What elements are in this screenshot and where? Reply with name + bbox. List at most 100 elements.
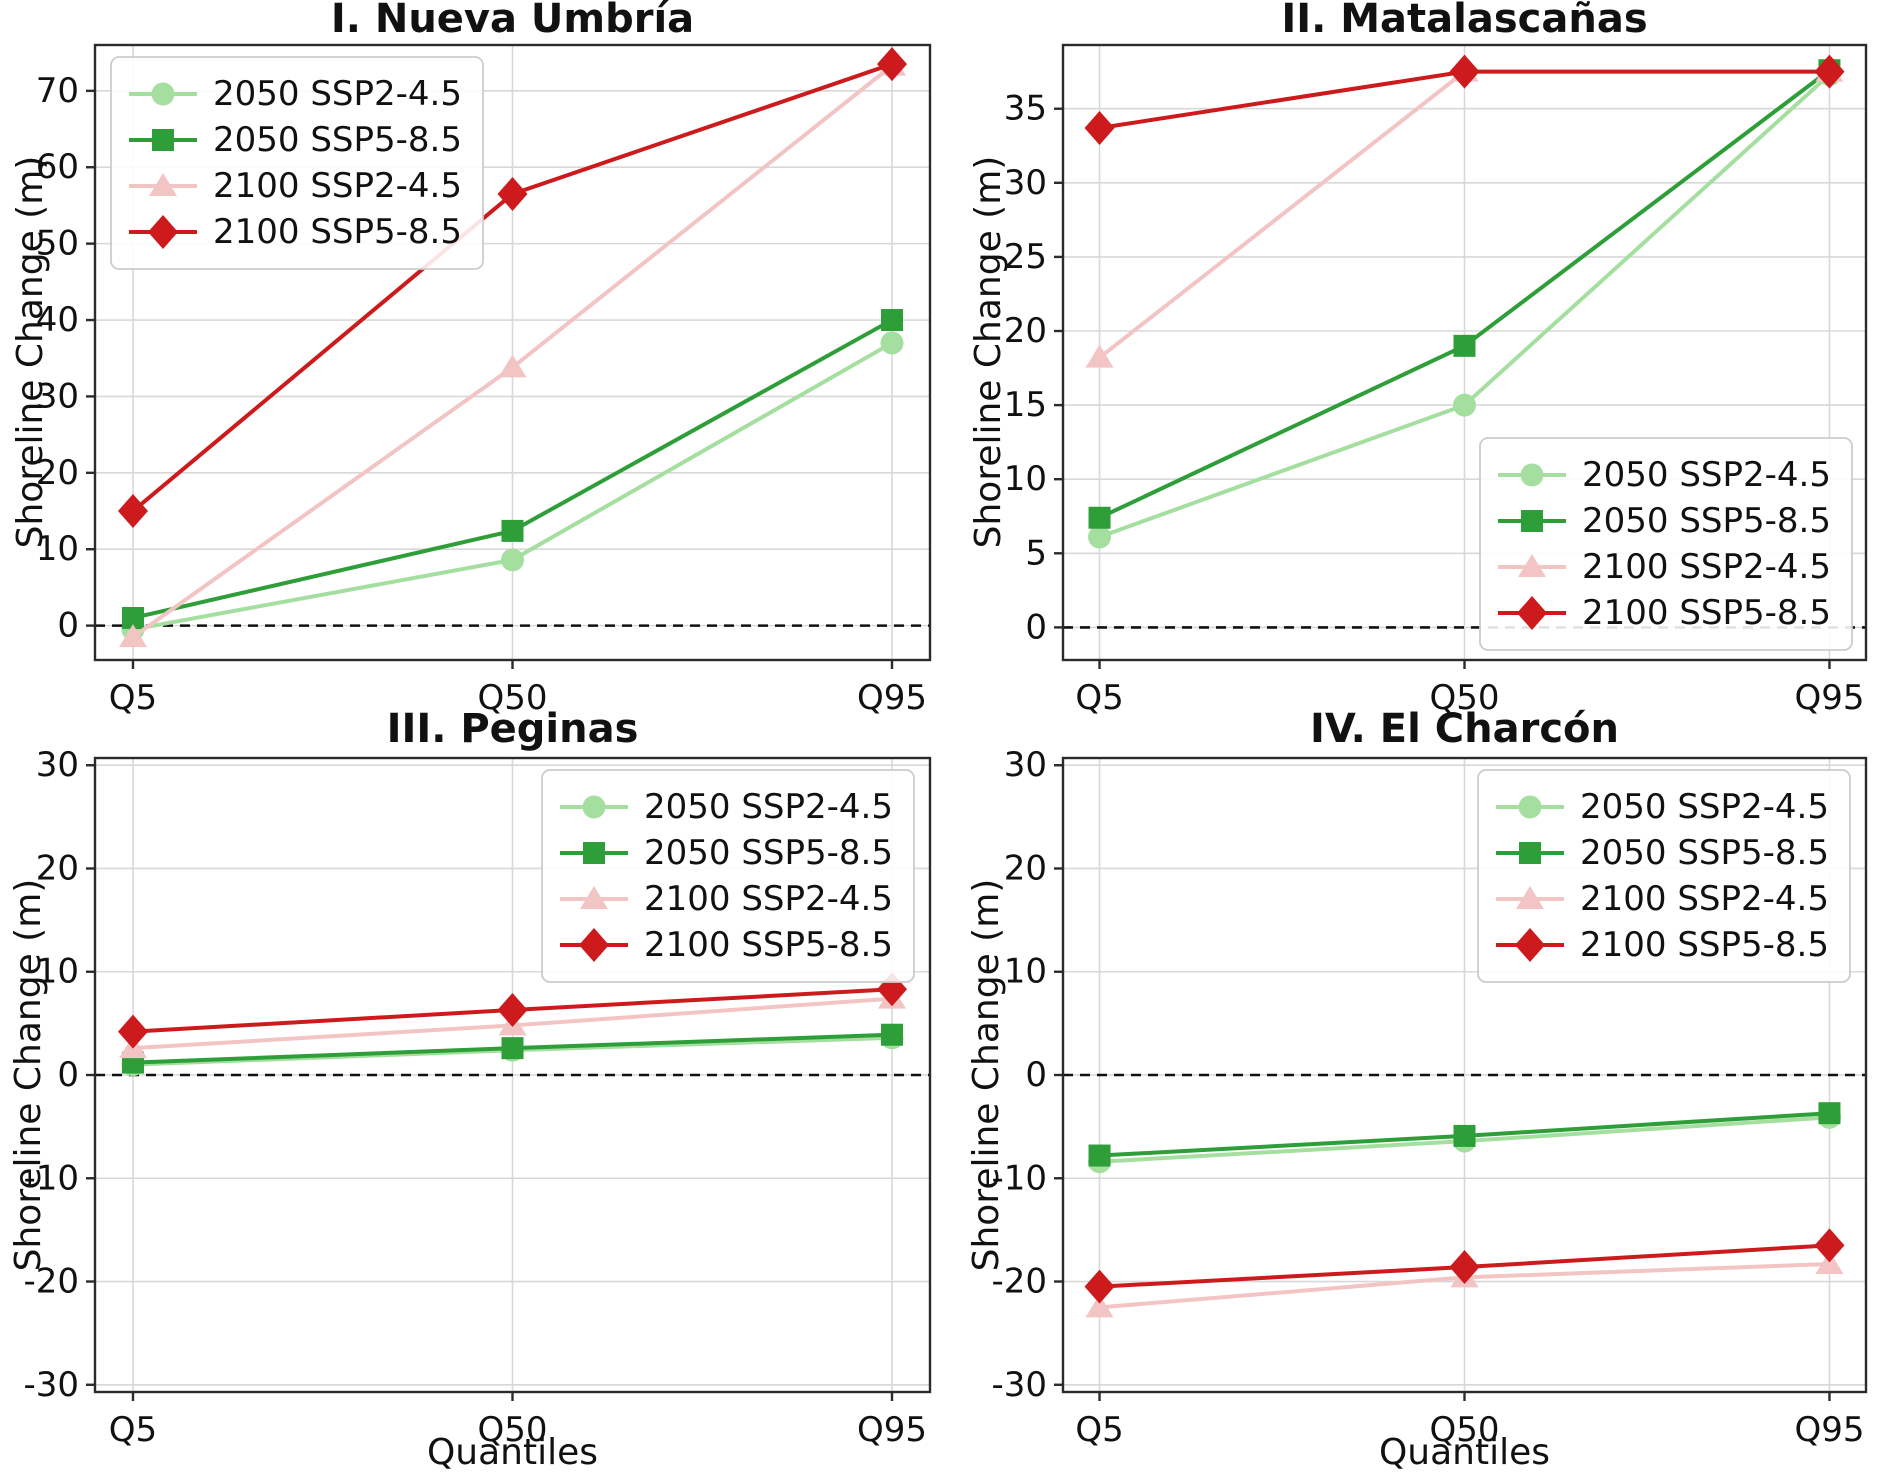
legend-label: 2100 SSP5-8.5 <box>1582 593 1831 633</box>
y-tick-label: 70 <box>36 71 79 111</box>
legend-label: 2050 SSP2-4.5 <box>1582 455 1831 495</box>
legend: 2050 SSP2-4.5 2050 SSP5-8.5 2100 SSP2-4.5 2… <box>1479 437 1853 651</box>
axis-ticks: 0 5 10 15 20 25 30 35 Q5 Q50 Q95 <box>1004 89 1865 718</box>
legend-box <box>1477 769 1851 983</box>
x-tick-label: Q95 <box>1794 1410 1864 1450</box>
legend-label: 2100 SSP5-8.5 <box>644 925 893 965</box>
y-tick-label: 15 <box>1004 385 1047 425</box>
panel-title-nueva-umbria: I. Nueva Umbría <box>330 0 695 42</box>
series-2100-ssp5-8-5 <box>1084 54 1845 145</box>
y-tick-label: 30 <box>1004 163 1047 203</box>
y-tick-label: 25 <box>1004 237 1047 277</box>
series-marker <box>1453 393 1476 417</box>
legend-label: 2100 SSP2-4.5 <box>644 879 893 919</box>
y-tick-label: 35 <box>1004 89 1047 129</box>
series-marker <box>881 1023 904 1046</box>
x-tick-label: Q5 <box>1075 1410 1123 1450</box>
series-2100-ssp5-8-5 <box>1084 1228 1845 1304</box>
y-tick-label: 10 <box>1004 952 1047 992</box>
x-tick-label: Q95 <box>857 678 927 718</box>
axis-ticks: -30 -20 -10 0 10 20 30 Q5 Q50 Q95 <box>23 745 927 1450</box>
legend-marker-square <box>152 129 174 151</box>
legend-marker-diamond <box>1517 596 1547 630</box>
series-marker <box>497 992 528 1027</box>
y-tick-label: 20 <box>1004 311 1047 351</box>
ylabel-matalascanas: Shoreline Change (m) <box>968 155 1009 549</box>
panel-title-matalascanas: II. Matalascañas <box>1281 0 1648 42</box>
legend-marker-circle <box>151 82 175 106</box>
legend-marker-circle <box>582 795 606 819</box>
legend-label: 2050 SSP5-8.5 <box>1580 833 1829 873</box>
y-tick-label: -30 <box>23 1365 79 1405</box>
series-marker <box>1814 1228 1845 1263</box>
x-tick-label: Q5 <box>109 678 157 718</box>
legend-marker-square <box>1521 510 1543 532</box>
series-marker <box>1453 334 1476 357</box>
y-tick-label: -20 <box>991 1262 1047 1302</box>
legend-box <box>110 56 484 270</box>
series-marker <box>881 309 904 332</box>
y-tick-label: 20 <box>1004 848 1047 888</box>
series-marker <box>501 1037 524 1060</box>
x-tick-label: Q50 <box>477 1410 547 1450</box>
y-tick-label: 20 <box>36 453 79 493</box>
y-tick-label: -10 <box>23 1158 79 1198</box>
x-tick-label: Q95 <box>857 1410 927 1450</box>
xlabel-peginas: Quantiles <box>426 1432 599 1473</box>
series-marker <box>1084 1269 1115 1304</box>
legend-label: 2100 SSP2-4.5 <box>1582 547 1831 587</box>
legend: 2050 SSP2-4.5 2050 SSP5-8.5 2100 SSP2-4.5 2… <box>1477 769 1851 983</box>
series-marker <box>1088 1144 1111 1167</box>
series-marker <box>880 331 904 355</box>
y-tick-label: 0 <box>57 1055 79 1095</box>
legend-marker-triangle <box>580 886 608 909</box>
legend-label: 2050 SSP5-8.5 <box>644 833 893 873</box>
series-marker <box>1084 110 1115 145</box>
x-tick-label: Q50 <box>1429 678 1499 718</box>
series-marker <box>1815 1250 1844 1274</box>
y-tick-label: 20 <box>36 848 79 888</box>
y-tick-label: 10 <box>36 952 79 992</box>
series-marker <box>1449 54 1480 89</box>
legend-marker-diamond <box>579 928 609 962</box>
y-tick-label: 30 <box>36 376 79 416</box>
series-marker <box>121 606 144 629</box>
x-tick-label: Q5 <box>109 1410 157 1450</box>
series-marker <box>1449 1250 1480 1285</box>
ylabel-el-charcon: Shoreline Change (m) <box>966 878 1007 1272</box>
x-tick-label: Q50 <box>1429 1410 1499 1450</box>
y-tick-label: 30 <box>1004 745 1047 785</box>
y-tick-label: 10 <box>36 529 79 569</box>
legend-label: 2100 SSP5-8.5 <box>1580 925 1829 965</box>
series-marker <box>501 548 524 572</box>
legend-label: 2050 SSP2-4.5 <box>213 74 462 114</box>
series-marker <box>1453 1124 1476 1147</box>
legend-marker-diamond <box>1515 928 1545 962</box>
legend-label: 2050 SSP5-8.5 <box>1582 501 1831 541</box>
legend-marker-circle <box>1518 795 1542 819</box>
series-marker <box>877 47 908 82</box>
ylabel-peginas: Shoreline Change (m) <box>8 878 49 1272</box>
series-marker <box>1085 1294 1114 1318</box>
legend-marker-triangle <box>1516 886 1544 909</box>
x-tick-label: Q95 <box>1794 678 1864 718</box>
legend-marker-square <box>583 842 605 864</box>
series-marker <box>117 1014 148 1049</box>
series-2100-ssp5-8-5 <box>117 47 908 529</box>
y-tick-label: 10 <box>1004 459 1047 499</box>
y-tick-label: 40 <box>36 300 79 340</box>
x-tick-label: Q5 <box>1075 678 1123 718</box>
y-tick-label: 60 <box>36 147 79 187</box>
y-tick-label: -20 <box>23 1262 79 1302</box>
axis-ticks: -30 -20 -10 0 10 20 30 Q5 Q50 Q95 <box>991 745 1864 1450</box>
series-2050-ssp5-8-5 <box>121 309 904 629</box>
legend-marker-triangle <box>149 173 177 196</box>
series-marker <box>118 624 147 648</box>
y-tick-label: 0 <box>1025 1055 1047 1095</box>
axis-ticks: 0 10 20 30 40 50 60 70 Q5 Q50 Q95 <box>36 71 927 718</box>
legend-label: 2100 SSP2-4.5 <box>213 166 462 206</box>
series-marker <box>1085 344 1114 368</box>
